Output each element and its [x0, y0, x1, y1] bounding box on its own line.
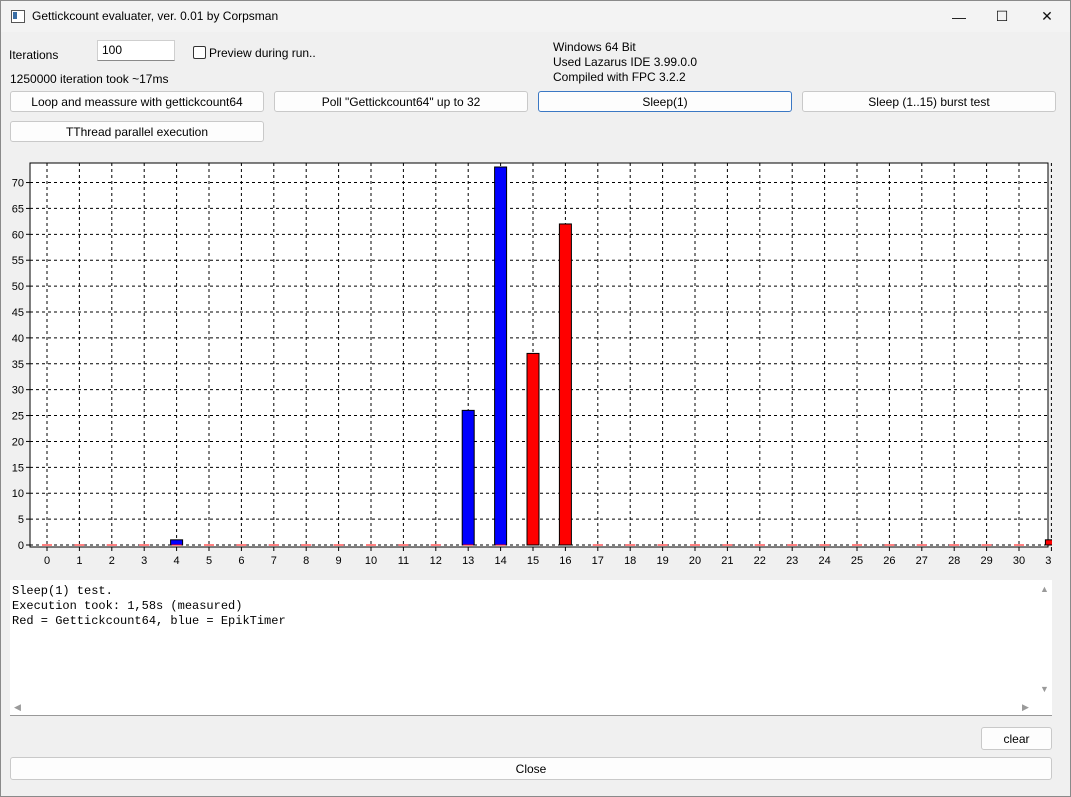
preview-label[interactable]: Preview during run.. — [209, 46, 316, 60]
minimize-icon[interactable]: — — [952, 8, 966, 25]
x-tick-label: 6 — [238, 555, 244, 567]
close-icon[interactable]: ✕ — [1041, 8, 1053, 24]
x-tick-label: 2 — [109, 555, 115, 567]
y-tick-label: 5 — [18, 514, 24, 526]
x-tick-label: 12 — [430, 555, 442, 567]
log-line: Red = Gettickcount64, blue = EpikTimer — [12, 614, 286, 628]
x-tick-label: 4 — [174, 555, 180, 567]
x-tick-label: 28 — [948, 555, 960, 567]
x-tick-label: 15 — [527, 555, 539, 567]
x-tick-label: 1 — [76, 555, 82, 567]
y-tick-label: 55 — [12, 255, 24, 267]
y-tick-label: 20 — [12, 436, 24, 448]
x-tick-label: 5 — [206, 555, 212, 567]
y-tick-label: 70 — [12, 178, 24, 190]
bar — [558, 223, 572, 546]
log-line: Execution took: 1,58s (measured) — [12, 599, 243, 613]
timing-label: 1250000 iteration took ~17ms — [10, 72, 169, 86]
y-tick-label: 15 — [12, 462, 24, 474]
os-info: Windows 64 Bit — [553, 40, 636, 54]
y-tick-label: 50 — [12, 281, 24, 293]
x-tick-label: 18 — [624, 555, 636, 567]
x-tick-label: 29 — [980, 555, 992, 567]
x-tick-label: 0 — [44, 555, 50, 567]
x-tick-label: 23 — [786, 555, 798, 567]
bar — [1044, 539, 1052, 546]
bar — [494, 166, 508, 546]
y-tick-label: 10 — [12, 488, 24, 500]
y-tick-label: 60 — [12, 229, 24, 241]
horizontal-scrollbar[interactable]: ◀ ▶ — [10, 699, 1036, 715]
y-tick-label: 45 — [12, 307, 24, 319]
y-tick-label: 40 — [12, 333, 24, 345]
x-tick-label: 16 — [559, 555, 571, 567]
x-tick-label: 13 — [462, 555, 474, 567]
compiler-info: Compiled with FPC 3.2.2 — [553, 70, 686, 84]
bar — [461, 409, 475, 546]
x-tick-label: 17 — [592, 555, 604, 567]
clear-button[interactable]: clear — [981, 727, 1052, 750]
scroll-up-icon[interactable]: ▲ — [1040, 584, 1049, 594]
x-tick-label: 21 — [721, 555, 733, 567]
x-tick-label: 8 — [303, 555, 309, 567]
x-tick-label: 11 — [398, 555, 409, 567]
x-tick-label: 10 — [365, 555, 377, 567]
x-tick-label: 26 — [883, 555, 895, 567]
log-text: Sleep(1) test. Execution took: 1,58s (mea… — [12, 584, 286, 629]
log-line: Sleep(1) test. — [12, 584, 113, 598]
y-tick-label: 35 — [12, 359, 24, 371]
iterations-label: Iterations — [9, 48, 59, 62]
x-tick-label: 24 — [818, 555, 830, 567]
x-tick-label: 30 — [1013, 555, 1025, 567]
app-icon — [11, 10, 25, 23]
x-tick-label: 19 — [656, 555, 668, 567]
y-tick-label: 30 — [12, 385, 24, 397]
vertical-scrollbar[interactable]: ▲ ▼ — [1036, 580, 1052, 698]
x-tick-label: 25 — [851, 555, 863, 567]
y-tick-label: 25 — [12, 411, 24, 423]
poll-button[interactable]: Poll "Gettickcount64" up to 32 — [274, 91, 528, 112]
bar — [170, 539, 184, 546]
bar — [526, 352, 540, 546]
x-tick-label: 27 — [916, 555, 928, 567]
x-tick-label: 3 — [141, 555, 147, 567]
scroll-down-icon[interactable]: ▼ — [1040, 684, 1049, 694]
sleep1-button[interactable]: Sleep(1) — [538, 91, 792, 112]
x-tick-label: 31 — [1045, 555, 1052, 567]
maximize-icon[interactable]: ☐ — [995, 8, 1009, 24]
scroll-left-icon[interactable]: ◀ — [14, 702, 21, 712]
x-tick-label: 20 — [689, 555, 701, 567]
y-tick-label: 65 — [12, 203, 24, 215]
x-tick-label: 22 — [754, 555, 766, 567]
x-tick-label: 9 — [336, 555, 342, 567]
log-memo[interactable]: Sleep(1) test. Execution took: 1,58s (mea… — [10, 580, 1052, 716]
y-tick-label: 0 — [18, 540, 24, 552]
preview-checkbox[interactable] — [193, 46, 206, 59]
title-bar: Gettickcount evaluater, ver. 0.01 by Cor… — [1, 1, 1070, 32]
loop-measure-button[interactable]: Loop and meassure with gettickcount64 — [10, 91, 264, 112]
window-title: Gettickcount evaluater, ver. 0.01 by Cor… — [32, 9, 279, 23]
burst-test-button[interactable]: Sleep (1..15) burst test — [802, 91, 1056, 112]
close-button[interactable]: Close — [10, 757, 1052, 780]
iterations-input[interactable]: 100 — [97, 40, 175, 61]
scroll-right-icon[interactable]: ▶ — [1022, 702, 1029, 712]
x-tick-label: 7 — [271, 555, 277, 567]
ide-info: Used Lazarus IDE 3.99.0.0 — [553, 55, 698, 69]
x-tick-label: 14 — [494, 555, 506, 567]
thread-button[interactable]: TThread parallel execution — [10, 121, 264, 142]
